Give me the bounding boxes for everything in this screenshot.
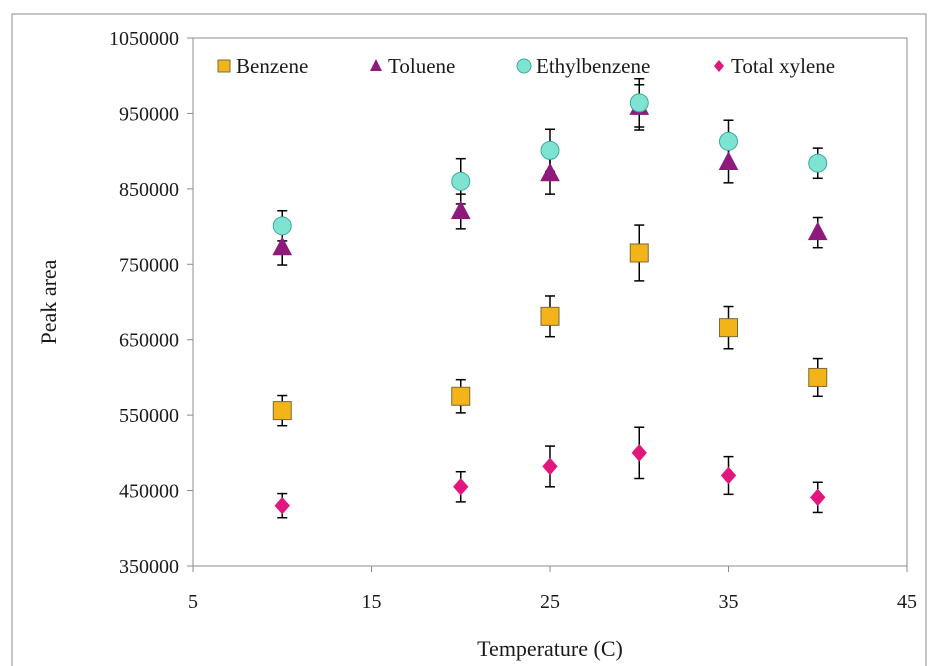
total-xylene-point (631, 444, 647, 462)
legend-ethylbenzene-label: Ethylbenzene (536, 54, 650, 78)
toluene-point (450, 200, 471, 219)
legend-ethylbenzene-swatch (516, 58, 532, 74)
benzene-point (272, 401, 292, 421)
ethylbenzene-point (272, 216, 292, 236)
benzene-point (719, 318, 738, 338)
x-tick-label: 15 (362, 591, 382, 613)
y-tick-label: 650000 (119, 330, 179, 352)
y-axis-label: Peak area (36, 259, 61, 344)
ethylbenzene-point (808, 153, 828, 173)
toluene-point (540, 162, 560, 182)
y-tick-label: 850000 (119, 179, 179, 201)
ethylbenzene-point (540, 140, 560, 160)
x-axis-label: Temperature (C) (477, 636, 623, 661)
benzene-point (451, 386, 471, 406)
benzene-point (808, 367, 828, 387)
y-tick-label: 350000 (119, 556, 179, 578)
total-xylene-point (720, 466, 737, 485)
ethylbenzene-point (451, 171, 471, 191)
y-tick-label: 750000 (119, 254, 179, 276)
ethylbenzene-point (719, 131, 738, 151)
y-tick-label: 550000 (119, 405, 179, 427)
legend-toluene-swatch (370, 59, 382, 71)
toluene-point (807, 221, 828, 241)
y-tick-label: 450000 (119, 481, 179, 503)
benzene-point (629, 243, 649, 263)
total-xylene-point (453, 478, 469, 496)
y-axis-ticks: 350000 450000 550000 650000 750000 850000 9500… (109, 28, 193, 578)
total-xylene-point (542, 457, 558, 476)
x-tick-label: 5 (188, 591, 198, 613)
y-tick-label: 950000 (119, 103, 179, 125)
legend-benzene-swatch (217, 59, 231, 73)
y-tick-label: 1050000 (109, 28, 179, 50)
legend-total-xylene-label: Total xylene (731, 54, 835, 78)
x-tick-label: 45 (897, 591, 917, 613)
x-tick-label: 25 (540, 591, 560, 613)
legend: Benzene Toluene Ethylbenzene Total xylene (217, 54, 835, 78)
legend-total-xylene-swatch (714, 60, 724, 72)
total-xylene-point (274, 496, 290, 515)
data-markers (272, 93, 828, 515)
benzene-point (540, 306, 560, 326)
toluene-point (272, 236, 293, 256)
total-xylene-point (810, 488, 826, 507)
x-tick-label: 35 (719, 591, 739, 613)
toluene-point (718, 151, 739, 170)
ethylbenzene-point (629, 93, 649, 113)
legend-toluene-label: Toluene (388, 54, 455, 78)
legend-benzene-label: Benzene (236, 54, 308, 78)
x-axis-ticks: 5 15 25 35 45 (188, 566, 917, 613)
